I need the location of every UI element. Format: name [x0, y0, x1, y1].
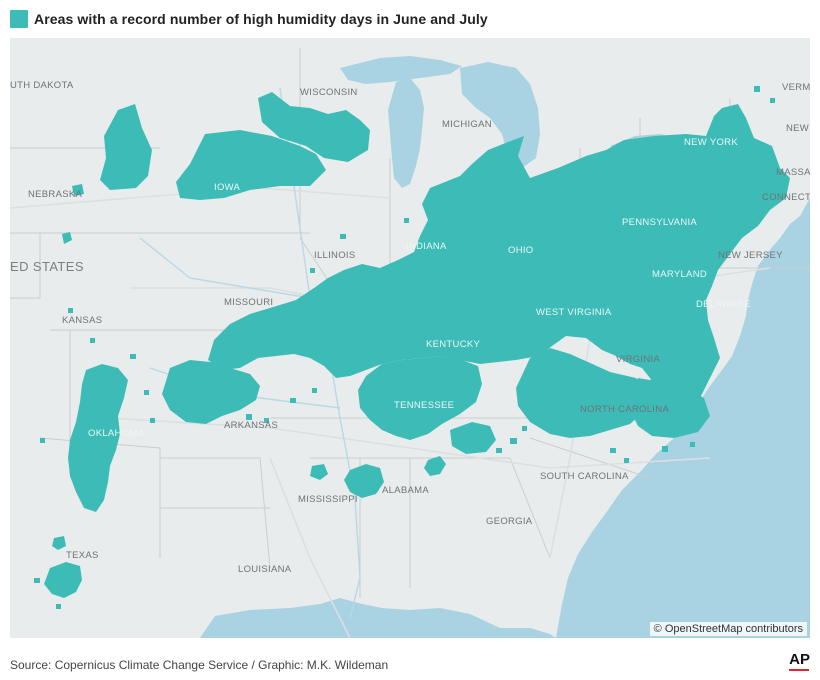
label-texas: TEXAS: [66, 550, 99, 561]
label-tennessee: TENNESSEE: [394, 400, 454, 411]
highlight-speckles: [34, 86, 775, 609]
label-north-carolina: NORTH CAROLINA: [580, 404, 669, 415]
gulf-of-mexico: [200, 598, 556, 638]
map-canvas: UTH DAKOTA WISCONSIN MICHIGAN VERMO NEW …: [10, 48, 810, 638]
label-iowa: IOWA: [214, 182, 241, 193]
label-georgia: GEORGIA: [486, 516, 533, 527]
legend-label: Areas with a record number of high humid…: [34, 11, 488, 27]
label-missouri: MISSOURI: [224, 297, 273, 308]
lake-michigan: [388, 78, 424, 188]
source-credit: Source: Copernicus Climate Change Servic…: [10, 658, 389, 672]
label-alabama: ALABAMA: [382, 485, 429, 496]
label-vermont: VERMO: [782, 82, 810, 93]
label-illinois: ILLINOIS: [314, 250, 355, 261]
label-ohio: OHIO: [508, 245, 533, 256]
ap-logo-text: AP: [789, 651, 810, 668]
label-oklahoma: OKLAHOMA: [88, 428, 145, 439]
label-louisiana: LOUISIANA: [238, 564, 292, 575]
state-labels: UTH DAKOTA WISCONSIN MICHIGAN VERMO NEW …: [10, 80, 810, 575]
label-arkansas: ARKANSAS: [224, 420, 278, 431]
map-attribution[interactable]: © OpenStreetMap contributors: [649, 622, 807, 636]
label-kansas: KANSAS: [62, 315, 102, 326]
label-michigan: MICHIGAN: [442, 119, 492, 130]
label-kentucky: KENTUCKY: [426, 339, 480, 350]
atlantic-ocean: [556, 198, 810, 638]
label-pennsylvania: PENNSYLVANIA: [622, 217, 697, 228]
label-maryland: MARYLAND: [652, 269, 707, 280]
label-connecticut: CONNECTI: [762, 192, 810, 203]
label-new-hampshire: NEW: [786, 123, 809, 134]
label-indiana: INDIANA: [406, 241, 447, 252]
label-wisconsin: WISCONSIN: [300, 87, 358, 98]
label-delaware: DELAWARE: [696, 299, 751, 310]
label-new-jersey: NEW JERSEY: [718, 250, 783, 261]
label-new-york: NEW YORK: [684, 137, 738, 148]
label-virginia: VIRGINIA: [616, 354, 660, 365]
label-south-carolina: SOUTH CAROLINA: [540, 471, 629, 482]
ap-logo: AP: [789, 651, 810, 671]
legend: Areas with a record number of high humid…: [10, 8, 488, 30]
map[interactable]: UTH DAKOTA WISCONSIN MICHIGAN VERMO NEW …: [10, 38, 810, 638]
label-nebraska: NEBRASKA: [28, 189, 83, 200]
label-south-dakota: UTH DAKOTA: [10, 80, 74, 91]
label-mississippi: MISSISSIPPI: [298, 494, 358, 505]
label-west-virginia: WEST VIRGINIA: [536, 307, 612, 318]
highlight-regions: [44, 92, 790, 598]
label-country: ED STATES: [10, 259, 84, 274]
lake-superior: [340, 56, 462, 84]
legend-swatch: [10, 10, 28, 28]
